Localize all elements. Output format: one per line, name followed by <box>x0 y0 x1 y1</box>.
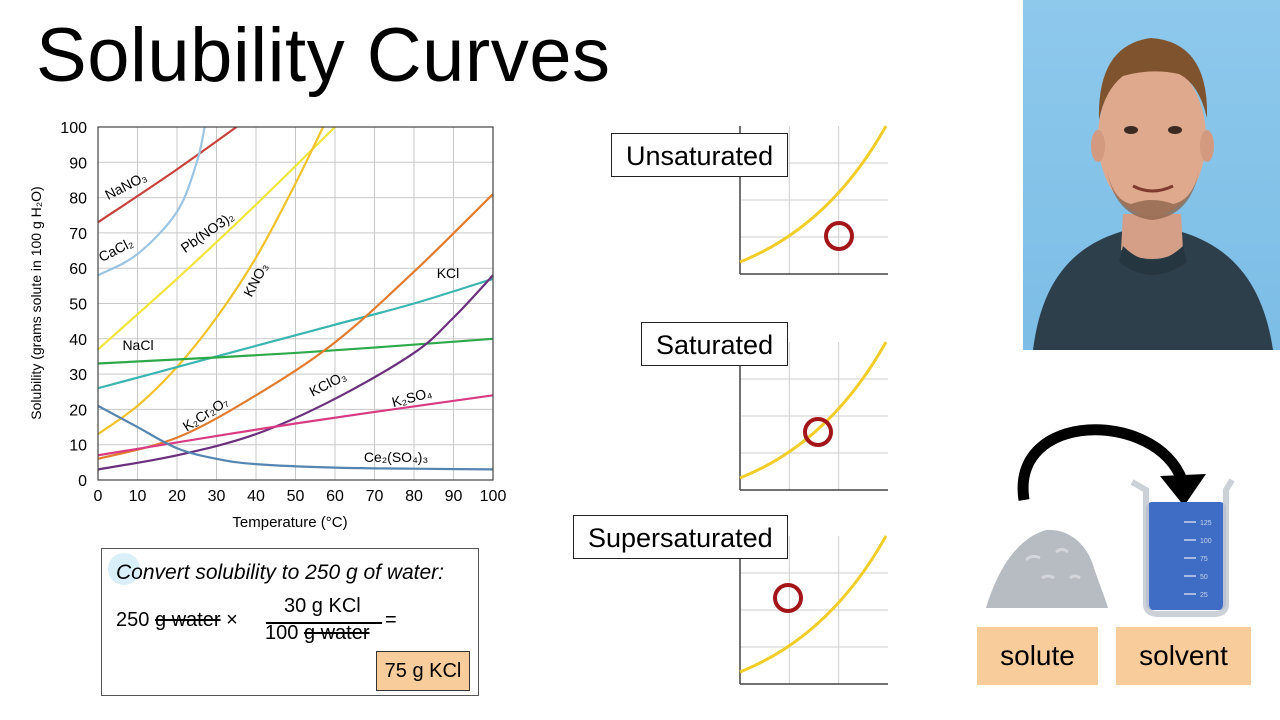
y-tick-label: 80 <box>69 191 87 208</box>
series-line <box>98 404 493 471</box>
x-tick-label: 10 <box>129 488 147 505</box>
series-label: KCl <box>437 265 460 281</box>
calc-numerator: 30 g KCl <box>284 595 361 617</box>
beaker-icon: 125 100 75 50 25 <box>1130 478 1235 617</box>
chart-axes: 0 10 20 30 40 50 60 70 80 90 100 0 10 20 30 40 50 60 70 80 9… <box>60 120 506 505</box>
calculation-box: Convert solubility to 250 g of water: 25… <box>101 548 479 696</box>
series-line <box>98 127 239 224</box>
series-label: NaCl <box>122 337 153 353</box>
x-tick-label: 40 <box>247 488 265 505</box>
calc-left-factor: 250 g water × <box>116 609 238 632</box>
y-tick-label: 40 <box>69 332 87 349</box>
supersaturated-label: Supersaturated <box>573 515 788 559</box>
presenter-icon <box>1033 38 1273 350</box>
series-line <box>98 337 493 365</box>
calculation-heading: Convert solubility to 250 g of water: <box>116 561 445 584</box>
cursor-highlight <box>108 553 140 585</box>
solubility-curve <box>739 125 888 264</box>
dissolving-illustration: 125 100 75 50 25 <box>986 424 1235 617</box>
y-tick-label: 100 <box>60 120 87 137</box>
beaker-mark: 75 <box>1200 556 1208 563</box>
presenter-video <box>1023 0 1280 350</box>
series-line <box>98 394 493 457</box>
calc-denominator-value: 100 <box>265 622 299 644</box>
answer-box: 75 g KCl <box>376 651 470 691</box>
fraction-bar <box>266 622 382 624</box>
x-tick-label: 100 <box>480 488 507 505</box>
x-axis-title: Temperature (°C) <box>232 514 347 531</box>
series-label: KNO₃ <box>240 260 271 299</box>
beaker-mark: 125 <box>1200 520 1212 527</box>
y-tick-label: 70 <box>69 226 87 243</box>
x-tick-label: 20 <box>168 488 186 505</box>
state-marker <box>803 417 833 447</box>
y-tick-label: 0 <box>78 473 87 490</box>
series-line <box>98 127 206 277</box>
series-line <box>98 127 325 436</box>
x-tick-label: 30 <box>208 488 226 505</box>
x-tick-label: 70 <box>366 488 384 505</box>
solubility-curve <box>739 535 888 674</box>
curved-arrow <box>1017 424 1188 501</box>
y-tick-label: 10 <box>69 438 87 455</box>
series-label: Ce₂(SO₄)₃ <box>364 449 428 465</box>
y-tick-label: 30 <box>69 367 87 384</box>
series-line <box>98 277 493 390</box>
plot-frame <box>97 126 494 481</box>
chart-lines <box>98 127 493 471</box>
series-line <box>98 127 336 351</box>
chart-grid <box>97 126 494 481</box>
solute-label: solute <box>977 627 1098 685</box>
calc-left-value: 250 <box>116 609 150 631</box>
saturation-panel <box>739 341 888 491</box>
saturation-panel <box>739 535 888 685</box>
y-tick-label: 50 <box>69 297 87 314</box>
x-tick-label: 50 <box>287 488 305 505</box>
solute-pile-icon <box>986 529 1108 608</box>
y-tick-label: 90 <box>69 155 87 172</box>
y-axis-title: Solubility (grams solute in 100 g H₂O) <box>28 186 44 419</box>
beaker-mark: 25 <box>1200 592 1208 599</box>
calc-equals: = <box>385 609 397 631</box>
state-marker <box>773 583 803 613</box>
saturation-panel <box>739 125 888 275</box>
series-line <box>98 193 493 460</box>
beaker-mark: 50 <box>1200 574 1208 581</box>
page-title: Solubility Curves <box>36 13 611 98</box>
unsaturated-label: Unsaturated <box>611 133 789 177</box>
solubility-curve <box>739 341 888 480</box>
y-tick-label: 60 <box>69 261 87 278</box>
y-tick-label: 20 <box>69 402 87 419</box>
solubility-chart: 0 10 20 30 40 50 60 70 80 90 100 0 10 20 30 40 50 60 70 80 9… <box>28 120 506 531</box>
calc-denominator-unit: g water <box>303 622 370 644</box>
saturation-panels <box>739 125 888 685</box>
calc-times: × <box>226 609 238 631</box>
calc-denominator: 100 g water <box>265 622 370 645</box>
x-tick-label: 0 <box>94 488 103 505</box>
calc-left-unit: g water <box>154 609 221 631</box>
x-tick-label: 90 <box>445 488 463 505</box>
arrow-head <box>1160 474 1206 506</box>
saturated-label: Saturated <box>641 322 789 366</box>
series-line <box>98 274 493 471</box>
state-marker <box>824 221 854 251</box>
x-tick-label: 60 <box>326 488 344 505</box>
x-tick-label: 80 <box>405 488 423 505</box>
beaker-mark: 100 <box>1200 538 1212 545</box>
solvent-label: solvent <box>1116 627 1251 685</box>
